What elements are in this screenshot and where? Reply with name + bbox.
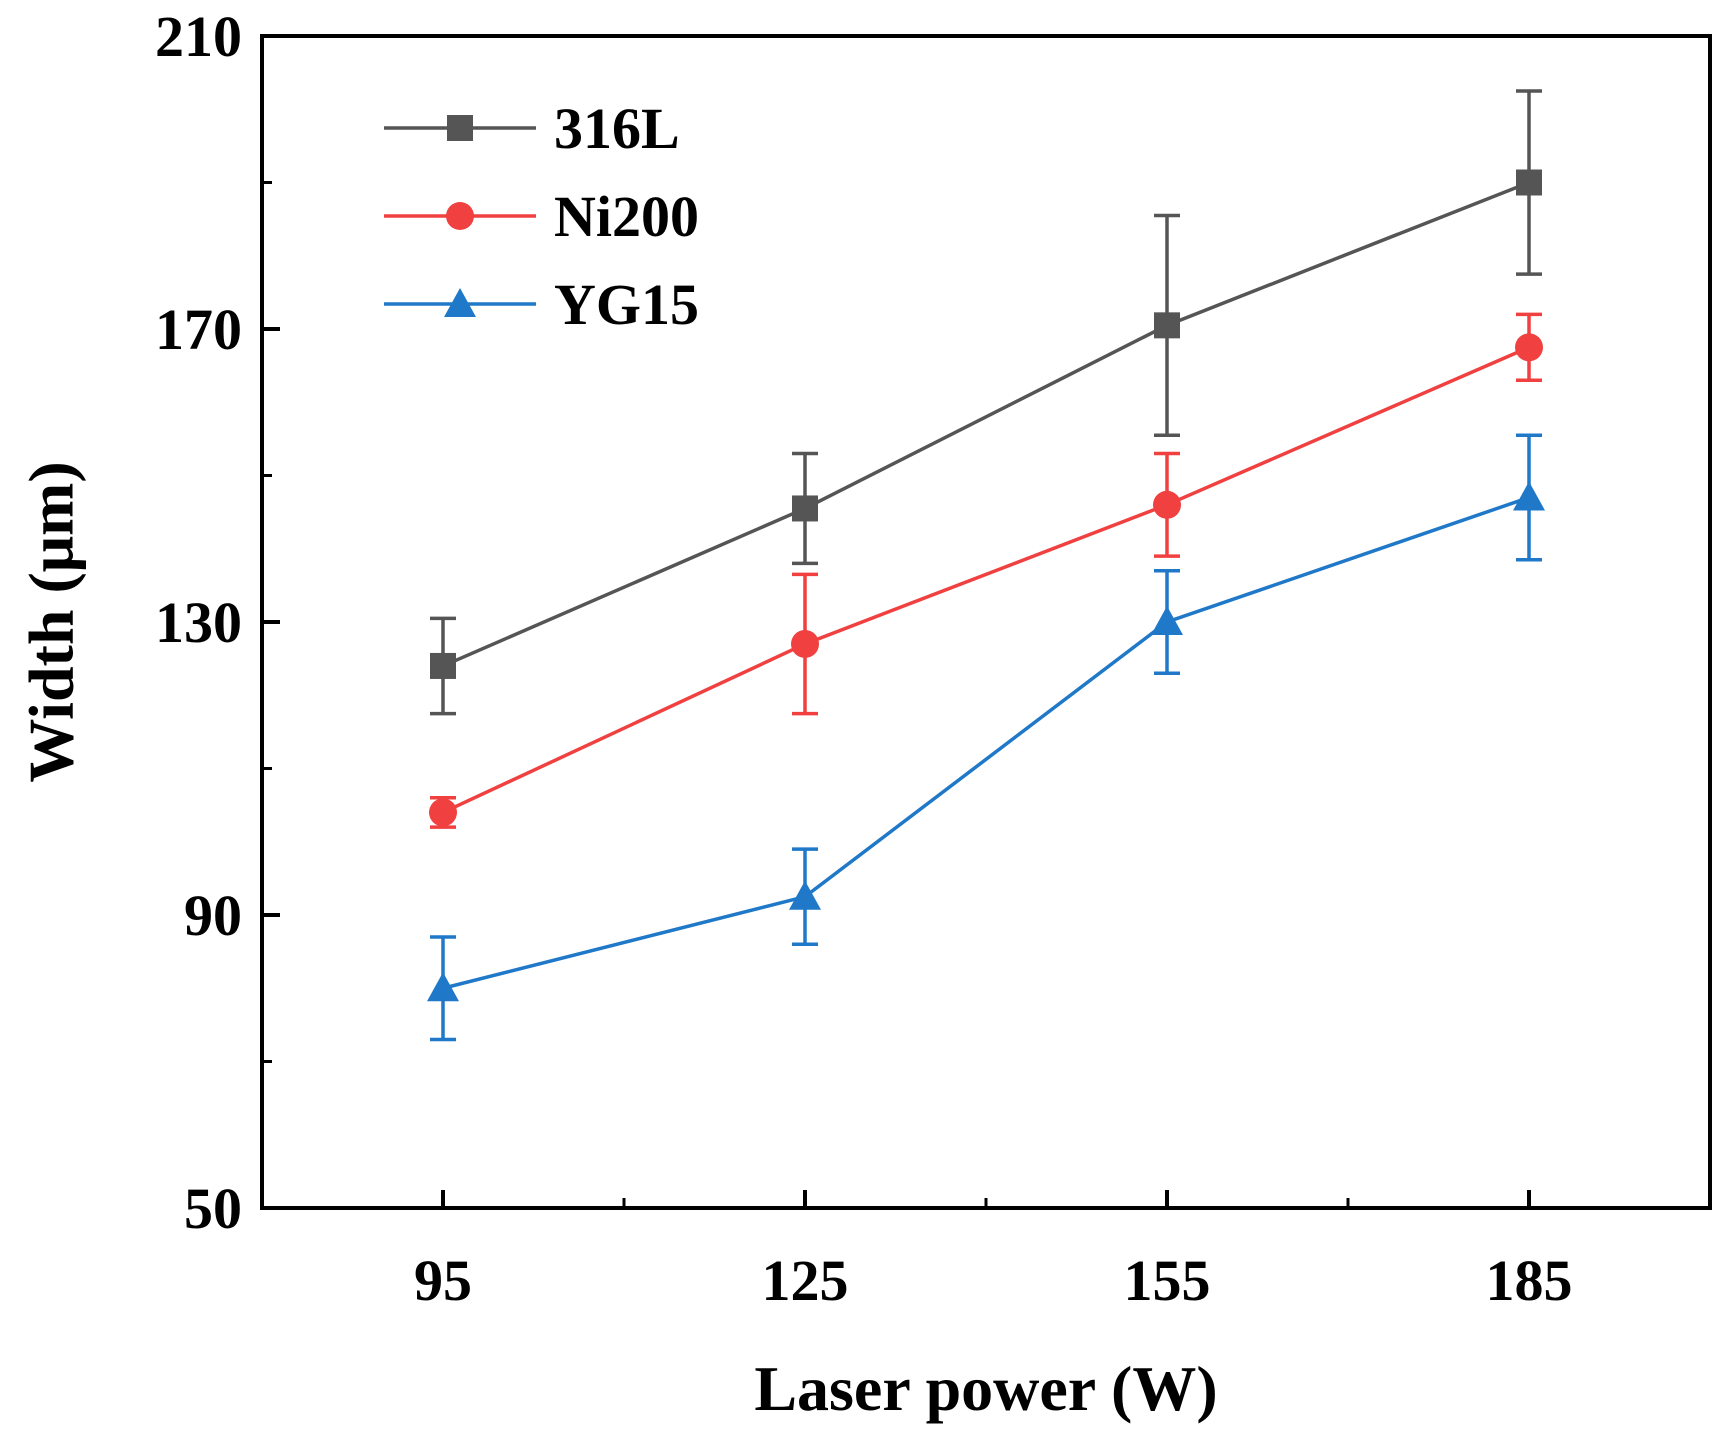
series-line-ni200 <box>442 345 1530 815</box>
x-tick-label: 185 <box>1486 1248 1573 1313</box>
legend-label-yg15: YG15 <box>554 272 699 337</box>
series-316l <box>430 89 1542 716</box>
legend-label-ni200: Ni200 <box>554 184 699 249</box>
data-point-316l <box>1154 312 1180 339</box>
y-tick-label: 130 <box>155 590 242 655</box>
legend-marker-yg15 <box>444 288 476 317</box>
data-point-316l <box>792 495 818 522</box>
legend: 316L Ni200 YG15 <box>384 96 699 337</box>
data-point-ni200 <box>429 798 457 827</box>
x-axis-title: Laser power (W) <box>754 1353 1217 1424</box>
x-tick-label: 125 <box>762 1248 849 1313</box>
legend-marker-ni200 <box>446 202 474 230</box>
data-point-yg15 <box>427 972 459 1002</box>
data-point-316l <box>430 652 456 679</box>
data-point-yg15 <box>1151 606 1183 635</box>
y-tick-label: 50 <box>184 1176 242 1241</box>
axis-ticks: 50 90 130 170 210 95 125 155 185 <box>155 4 1573 1313</box>
y-axis-title: Width (μm) <box>16 461 87 782</box>
y-tick-label: 90 <box>184 883 242 948</box>
series-yg15 <box>427 433 1545 1042</box>
x-tick-label: 95 <box>414 1248 472 1313</box>
series-line-yg15 <box>442 495 1530 990</box>
legend-item-yg15: YG15 <box>384 272 699 337</box>
legend-item-ni200: Ni200 <box>384 184 699 249</box>
axes-frame <box>260 34 1712 1210</box>
data-point-316l <box>1516 169 1542 196</box>
data-point-ni200 <box>1515 333 1543 362</box>
series-line-316l <box>442 180 1530 668</box>
y-tick-label: 170 <box>155 297 242 362</box>
y-tick-label: 210 <box>155 4 242 69</box>
data-point-yg15 <box>1513 481 1545 511</box>
x-tick-label: 155 <box>1124 1248 1211 1313</box>
data-point-ni200 <box>791 629 819 658</box>
legend-marker-316l <box>447 115 473 141</box>
data-point-ni200 <box>1153 490 1181 519</box>
series-ni200 <box>429 312 1543 829</box>
plot-area <box>427 89 1545 1042</box>
legend-label-316l: 316L <box>554 96 680 161</box>
legend-item-316l: 316L <box>384 96 680 161</box>
data-point-yg15 <box>789 880 821 910</box>
